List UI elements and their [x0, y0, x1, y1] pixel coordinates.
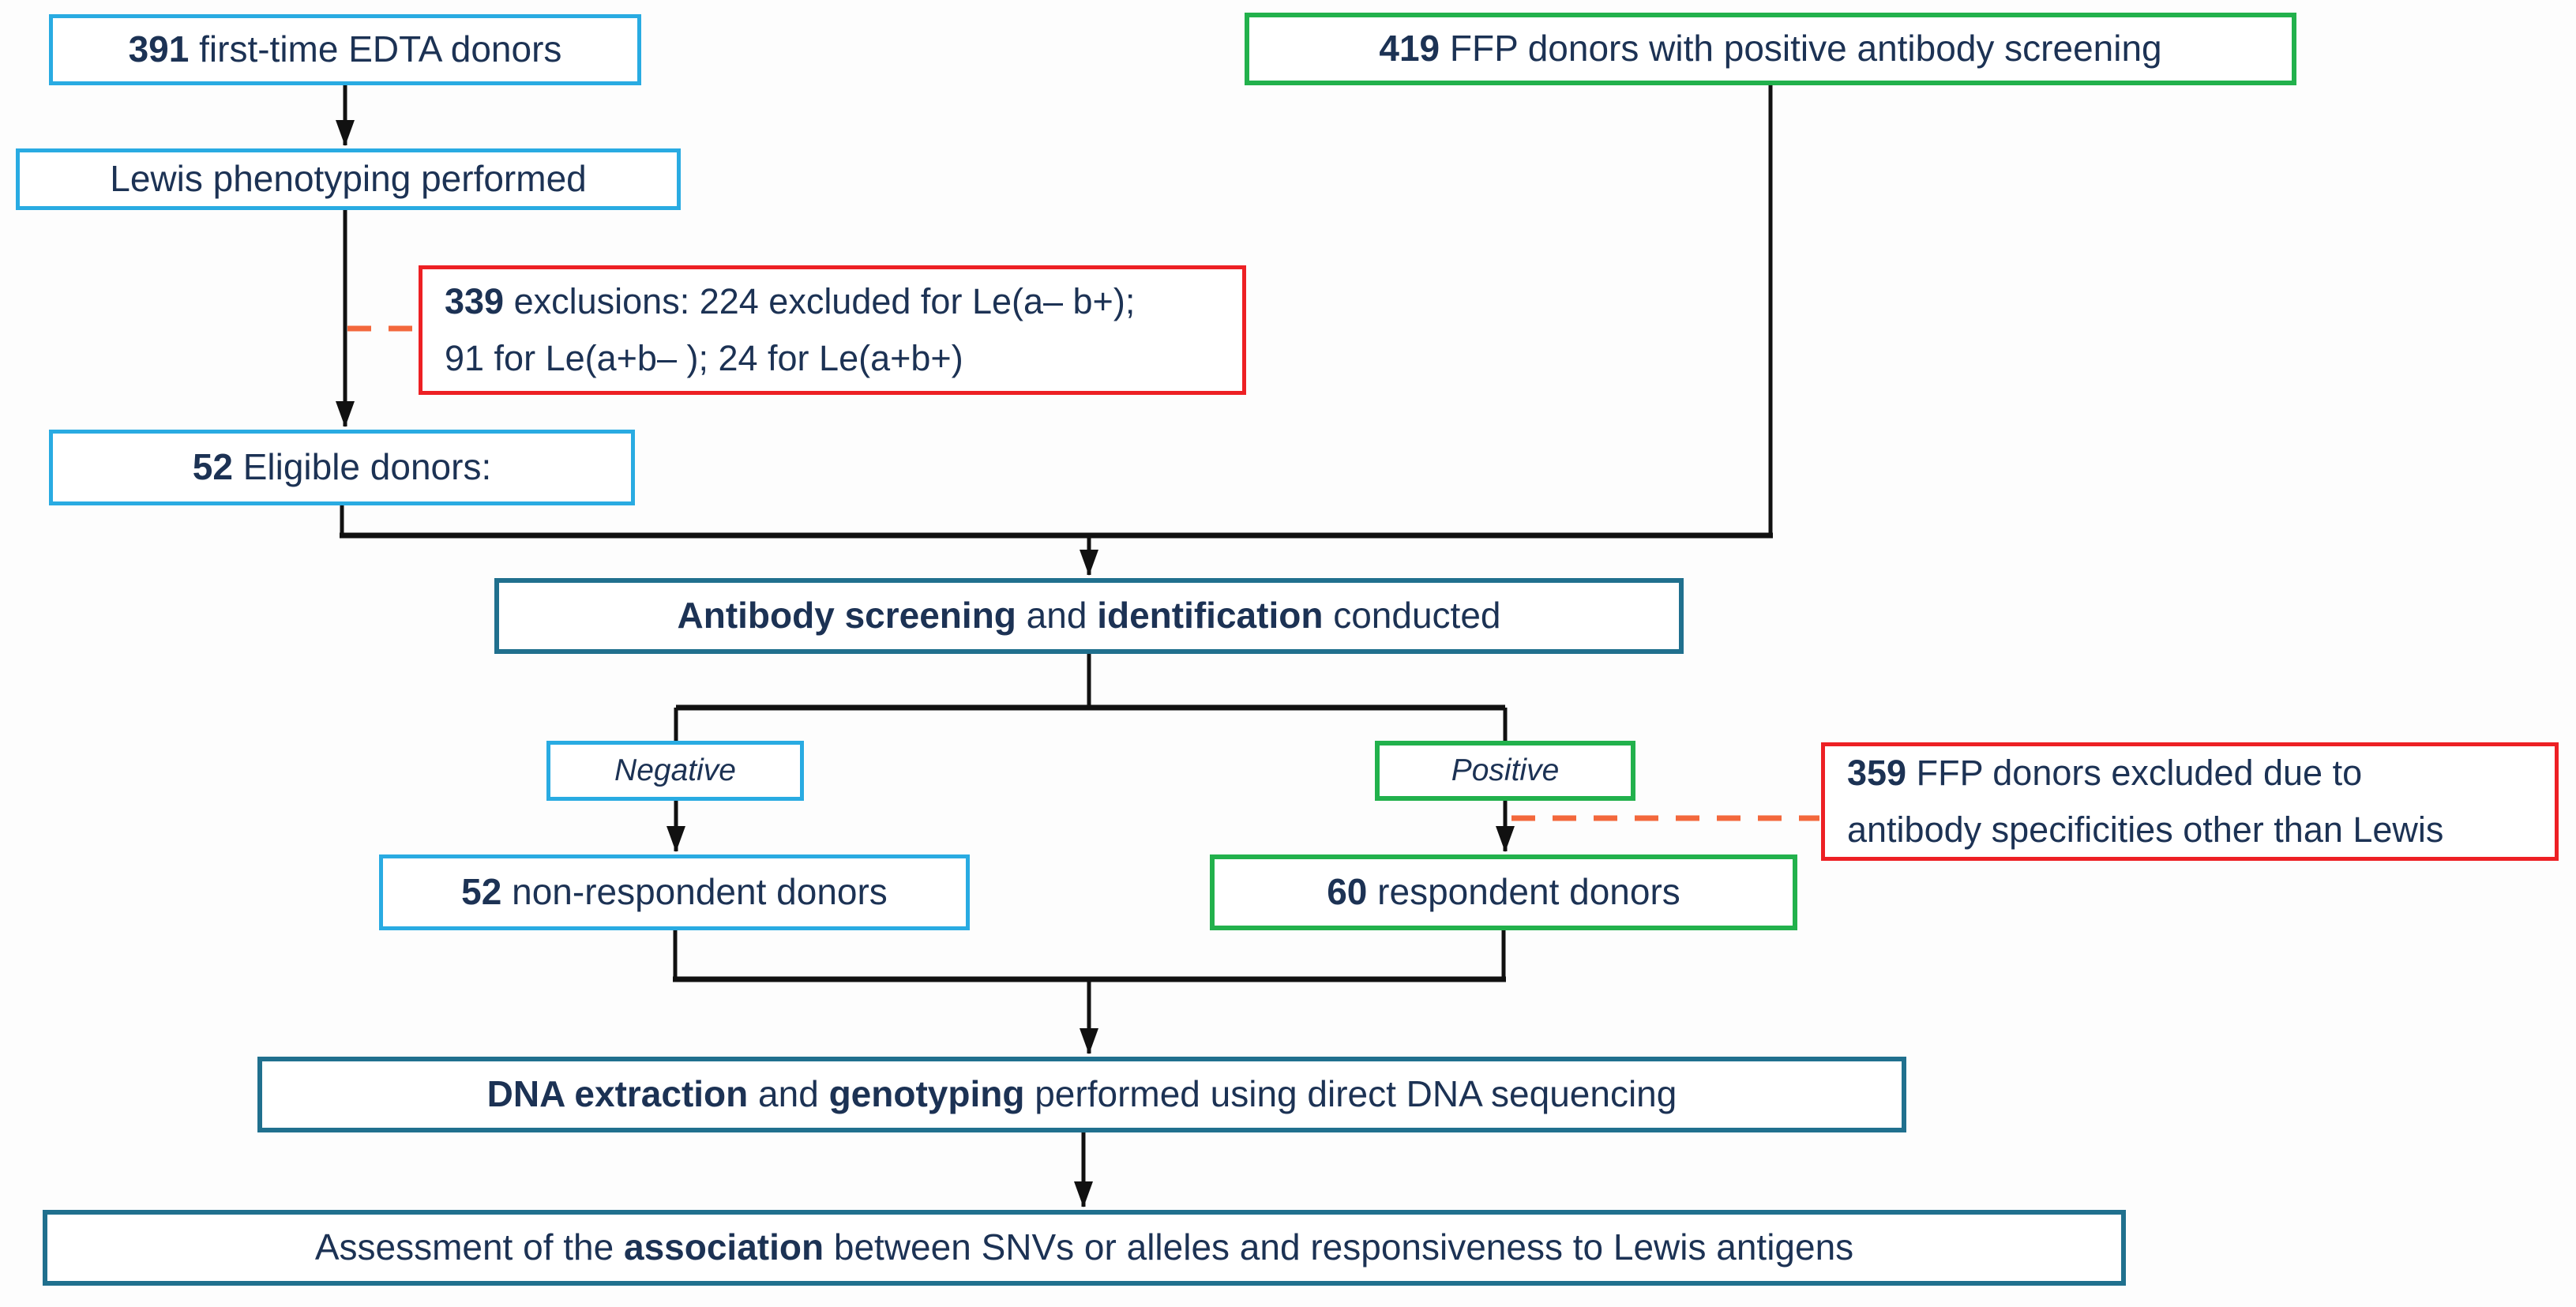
non-respondent-label: non-respondent donors [501, 871, 888, 913]
eligible-donors-label: Eligible donors: [232, 446, 492, 488]
eligible-donors-text: 52 Eligible donors: [193, 445, 491, 490]
edta-donors-count: 391 [128, 28, 190, 70]
eligible-donors-box: 52 Eligible donors: [49, 430, 635, 505]
dna-genotyping-box: DNA extraction and genotyping performed … [257, 1057, 1906, 1132]
ffp-excluded-line1: 359 FFP donors excluded due to [1847, 745, 2362, 802]
antibody-screening-text: Antibody screening and identification co… [678, 593, 1501, 639]
lewis-exclusions-line1: 339 exclusions: 224 excluded for Le(a– b… [445, 273, 1135, 330]
dna-genotyping-bold2: genotyping [828, 1073, 1025, 1115]
lewis-exclusions-detail1: exclusions: 224 excluded for Le(a– b+); [504, 281, 1136, 321]
dna-genotyping-tail: performed using direct DNA sequencing [1024, 1073, 1677, 1115]
lewis-exclusions-count: 339 [445, 281, 505, 321]
ffp-excluded-detail1: FFP donors excluded due to [1906, 753, 2363, 793]
lewis-exclusions-line2: 91 for Le(a+b– ); 24 for Le(a+b+) [445, 338, 963, 378]
assessment-box: Assessment of the association between SN… [43, 1210, 2126, 1286]
antibody-screening-bold1: Antibody screening [677, 595, 1016, 637]
ffp-excluded-count: 359 [1847, 753, 1907, 793]
antibody-screening-mid: and [1016, 595, 1098, 637]
edta-donors-text: 391 first-time EDTA donors [129, 27, 562, 73]
dna-genotyping-bold1: DNA extraction [486, 1073, 749, 1115]
assessment-text: Assessment of the association between SN… [315, 1225, 1853, 1271]
ffp-donors-text: 419 FFP donors with positive antibody sc… [1379, 26, 2161, 72]
assessment-t1: Assessment of the [314, 1226, 624, 1268]
dna-genotyping-text: DNA extraction and genotyping performed … [487, 1072, 1677, 1117]
ffp-excluded-line2: antibody specificities other than Lewis [1847, 809, 2444, 850]
antibody-screening-tail: conducted [1323, 595, 1501, 637]
ffp-excluded-box: 359 FFP donors excluded due to antibody … [1821, 742, 2559, 861]
antibody-screening-box: Antibody screening and identification co… [494, 578, 1684, 654]
respondent-box: 60 respondent donors [1210, 854, 1797, 930]
positive-branch-box: Positive [1375, 741, 1635, 801]
ffp-donors-label: FFP donors with positive antibody screen… [1440, 28, 2162, 69]
respondent-label: respondent donors [1367, 871, 1680, 913]
non-respondent-box: 52 non-respondent donors [379, 854, 970, 930]
dna-genotyping-mid: and [748, 1073, 829, 1115]
ffp-donors-count: 419 [1379, 28, 1440, 69]
edta-donors-label: first-time EDTA donors [189, 28, 562, 70]
non-respondent-text: 52 non-respondent donors [461, 869, 888, 915]
lewis-phenotyping-label: Lewis phenotyping performed [110, 158, 587, 200]
edta-donors-box: 391 first-time EDTA donors [49, 14, 641, 85]
assessment-t2: between SNVs or alleles and responsivene… [824, 1226, 1854, 1268]
antibody-screening-bold2: identification [1097, 595, 1324, 637]
non-respondent-count: 52 [461, 871, 502, 913]
negative-branch-box: Negative [546, 741, 804, 801]
positive-branch-label: Positive [1451, 753, 1560, 787]
respondent-text: 60 respondent donors [1327, 869, 1680, 915]
ffp-donors-box: 419 FFP donors with positive antibody sc… [1245, 13, 2296, 85]
negative-branch-label: Negative [614, 753, 736, 787]
assessment-bold: association [624, 1226, 824, 1268]
respondent-count: 60 [1327, 871, 1368, 913]
lewis-exclusions-box: 339 exclusions: 224 excluded for Le(a– b… [419, 265, 1246, 395]
lewis-phenotyping-box: Lewis phenotyping performed [16, 148, 681, 210]
eligible-donors-count: 52 [192, 446, 233, 488]
